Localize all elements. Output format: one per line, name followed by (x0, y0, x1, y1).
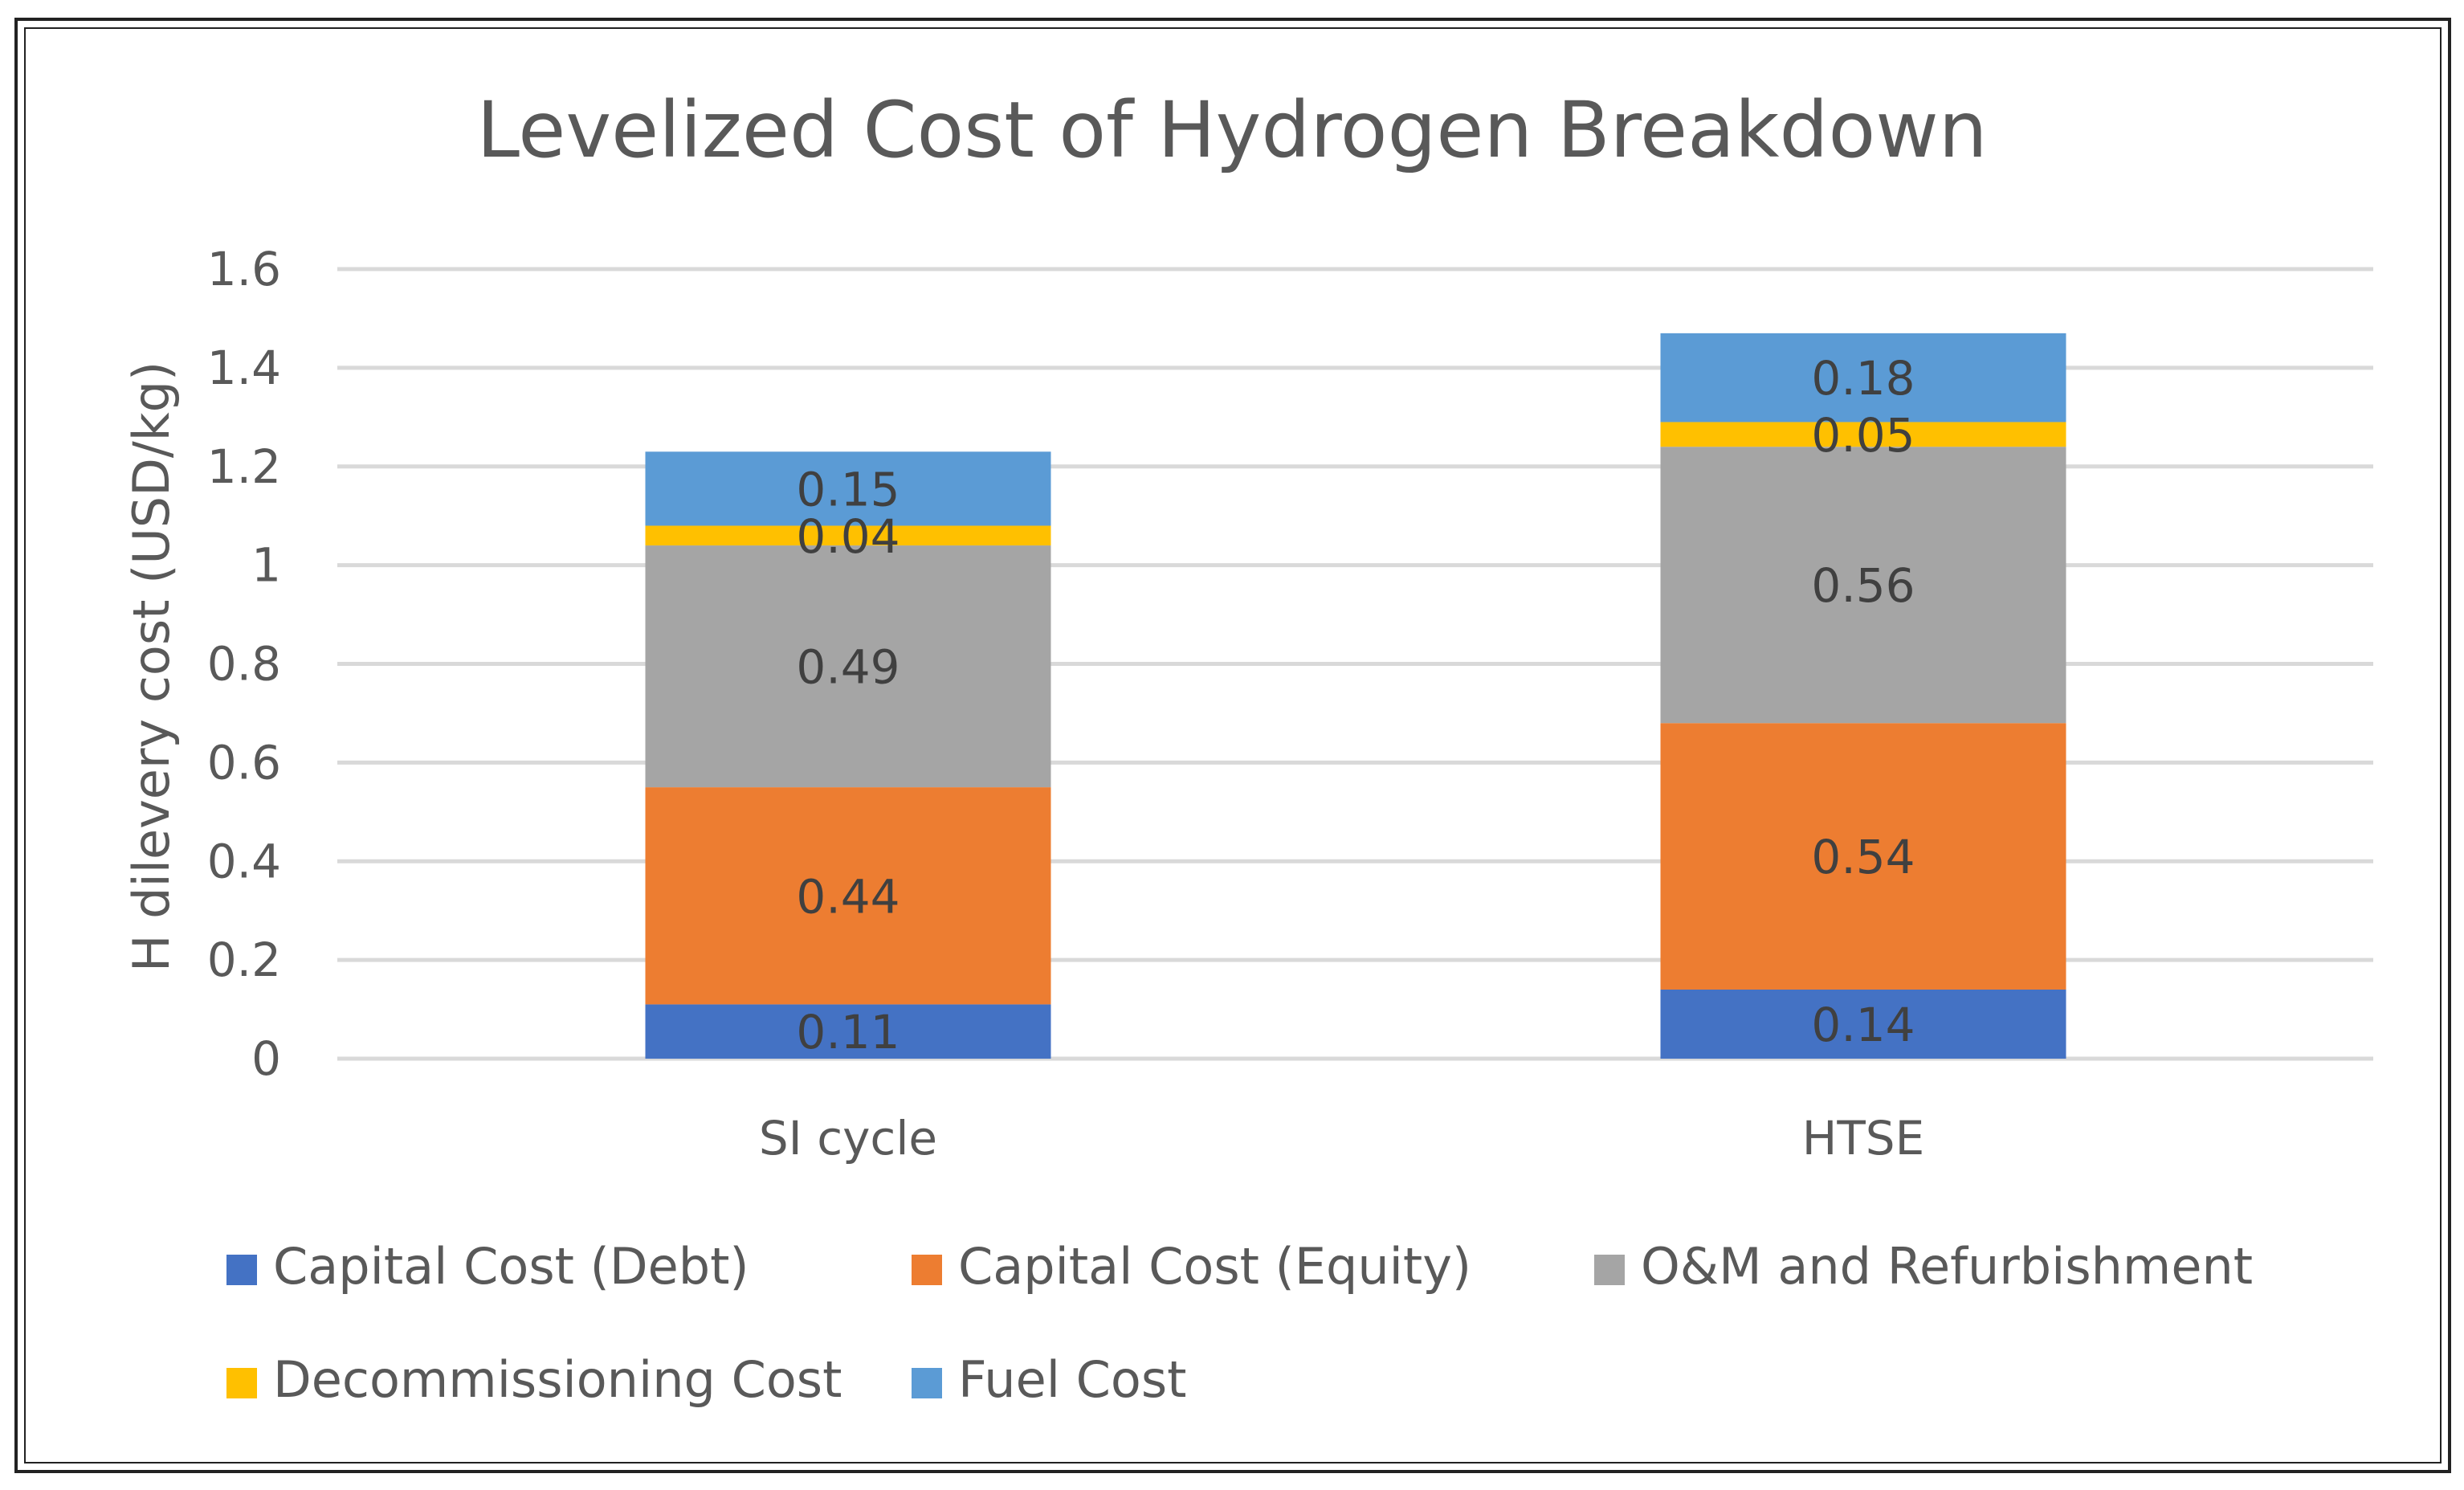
bar-segment-o-m-and-refurbishment-htse (1660, 447, 2066, 724)
y-axis-title: H dilevery cost (USD/kg) (122, 361, 181, 972)
bar-segment-fuel-cost-si-cycle (645, 451, 1051, 526)
bar-segment-decommissioning-cost-si-cycle (645, 525, 1051, 546)
x-axis-categories: SI cycle HTSE (759, 1111, 1924, 1165)
data-label: 0.04 (796, 509, 900, 564)
y-tick-label: 1.6 (207, 242, 281, 296)
legend-swatch-decommissioning-cost (226, 1368, 257, 1398)
chart-title: Levelized Cost of Hydrogen Breakdown (476, 85, 1987, 175)
data-label: 0.54 (1811, 830, 1915, 884)
data-label: 0.15 (796, 462, 900, 516)
legend-swatch-capital-cost-debt- (226, 1255, 257, 1285)
y-axis-ticks: 0 0.2 0.4 0.6 0.8 1 1.2 1.4 1.6 (207, 242, 281, 1086)
data-label: 0.49 (796, 640, 900, 695)
legend-label-fuel-cost: Fuel Cost (958, 1350, 1186, 1409)
y-tick-label: 0 (251, 1031, 281, 1086)
y-tick-label: 1 (251, 538, 281, 593)
bar-segment-capital-cost-debt--si-cycle (645, 1004, 1051, 1059)
data-label: 0.14 (1811, 998, 1915, 1052)
x-category-label: HTSE (1802, 1111, 1925, 1165)
legend-label-decommissioning-cost: Decommissioning Cost (273, 1350, 842, 1409)
legend-label-capital-cost-debt-: Capital Cost (Debt) (273, 1237, 749, 1296)
gridlines (337, 267, 2373, 1061)
data-label: 0.05 (1811, 408, 1915, 463)
y-tick-label: 0.4 (207, 834, 281, 888)
legend-label-capital-cost-equity-: Capital Cost (Equity) (958, 1237, 1471, 1296)
y-tick-label: 1.2 (207, 439, 281, 494)
legend-swatch-capital-cost-equity- (912, 1255, 942, 1285)
data-labels: 0.11 0.44 0.49 0.040.15 0.14 0.54 0.56 0.050.18 (796, 351, 1915, 1059)
data-label: 0.56 (1811, 558, 1915, 613)
x-category-label: SI cycle (759, 1111, 937, 1165)
bar-segment-capital-cost-equity--si-cycle (645, 787, 1051, 1005)
y-tick-label: 0.8 (207, 637, 281, 692)
legend-swatch-o-m-and-refurbishment (1594, 1255, 1625, 1285)
legend-swatch-fuel-cost (912, 1368, 942, 1398)
data-label: 0.18 (1811, 351, 1915, 406)
y-tick-label: 0.2 (207, 933, 281, 987)
bar-segment-capital-cost-debt--htse (1660, 989, 2066, 1059)
legend-label-o-m-and-refurbishment: O&M and Refurbishment (1641, 1237, 2253, 1296)
y-tick-label: 0.6 (207, 735, 281, 790)
chart-frame-inner (24, 27, 2442, 1463)
bars (645, 333, 2066, 1059)
data-label: 0.11 (796, 1005, 900, 1059)
bar-segment-capital-cost-equity--htse (1660, 723, 2066, 990)
legend: Capital Cost (Debt) Capital Cost (Equity)… (226, 1237, 2253, 1409)
bar-segment-decommissioning-cost-htse (1660, 422, 2066, 447)
bar-segment-o-m-and-refurbishment-si-cycle (645, 545, 1051, 788)
bar-segment-fuel-cost-htse (1660, 333, 2066, 423)
y-tick-label: 1.4 (207, 341, 281, 395)
data-label: 0.44 (796, 869, 900, 924)
